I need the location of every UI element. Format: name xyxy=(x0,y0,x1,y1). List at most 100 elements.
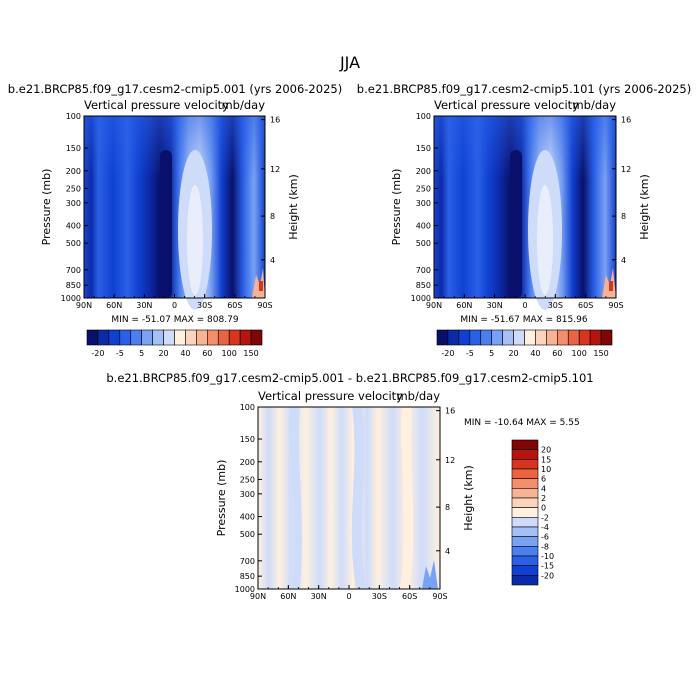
colorbar-box xyxy=(207,329,219,346)
panel-2-y-ticks: 100 150 200 250 300 400 500 700 850 1000 xyxy=(411,112,438,303)
colorbar-box xyxy=(511,565,539,576)
colorbar-box xyxy=(228,329,241,346)
figure-supertitle: JJA xyxy=(339,53,360,72)
colorbar-box xyxy=(511,575,539,586)
colorbar-box xyxy=(511,517,539,528)
colorbar-box xyxy=(163,329,175,346)
colorbar-box xyxy=(239,329,252,346)
y-tick-label: 400 xyxy=(416,222,431,231)
colorbar-label: 150 xyxy=(243,349,258,358)
panel-1-ylabel-right: Height (km) xyxy=(287,174,300,240)
colorbar-label: -8 xyxy=(541,542,549,551)
x-tick-label: 90S xyxy=(257,301,272,310)
panel-2-subtitle-right: mb/day xyxy=(572,98,616,112)
colorbar-box xyxy=(511,488,539,499)
y-tick-label: 250 xyxy=(240,475,255,484)
panel-3-y-ticks: 100 150 200 250 300 400 500 700 850 1000 xyxy=(235,403,262,594)
colorbar-label: 4 xyxy=(541,484,546,493)
panel-2-x-ticks: 90N 60N 30N 0 30S 60S 90S xyxy=(426,294,624,310)
panel-2-field-fade xyxy=(434,116,616,298)
panel-3-x-ticks: 90N 60N 30N 0 30S 60S 90S xyxy=(250,585,448,601)
panel-3-pattern-1 xyxy=(288,407,302,589)
colorbar-box xyxy=(119,329,132,346)
x-tick-label: 90S xyxy=(432,592,447,601)
colorbar-box xyxy=(174,329,186,346)
colorbar-box xyxy=(447,329,460,346)
colorbar-label: -5 xyxy=(116,349,124,358)
panel-2-ylabel-right: Height (km) xyxy=(638,174,651,240)
colorbar-label: 40 xyxy=(180,349,190,358)
panel-3-pattern-3 xyxy=(400,407,414,589)
y-tick-label: 400 xyxy=(240,513,255,522)
y-tick-label: 100 xyxy=(416,112,431,121)
y-tick-label: 400 xyxy=(66,222,81,231)
panel-1-topography-red xyxy=(259,281,263,291)
y-right-tick-label: 4 xyxy=(270,256,275,265)
panel-3-subtitle-right: mb/day xyxy=(396,389,440,403)
y-tick-label: 500 xyxy=(66,239,81,248)
y-tick-label: 700 xyxy=(66,266,81,275)
panel-3-stats: MIN = -10.64 MAX = 5.55 xyxy=(464,418,580,428)
panel-3-title: b.e21.BRCP85.f09_g17.cesm2-cmip5.001 - b… xyxy=(106,371,593,385)
panel-1: b.e21.BRCP85.f09_g17.cesm2-cmip5.001 (yr… xyxy=(8,82,342,358)
colorbar-box xyxy=(511,449,539,460)
x-tick-label: 30S xyxy=(197,301,212,310)
colorbar-label: 10 xyxy=(541,465,551,474)
colorbar-label: 0 xyxy=(541,504,546,513)
y-tick-label: 700 xyxy=(240,557,255,566)
colorbar-box xyxy=(524,329,536,346)
x-tick-label: 90N xyxy=(250,592,266,601)
x-tick-label: 60S xyxy=(402,592,417,601)
colorbar-label: -6 xyxy=(541,533,549,542)
colorbar-label: 60 xyxy=(202,349,212,358)
colorbar-box xyxy=(511,497,539,508)
panel-3-ylabel: Pressure (mb) xyxy=(215,460,228,537)
x-tick-label: 60S xyxy=(578,301,593,310)
x-tick-label: 30N xyxy=(136,301,152,310)
colorbar-label: 20 xyxy=(541,446,551,455)
y-tick-label: 150 xyxy=(66,144,81,153)
x-tick-label: 60S xyxy=(227,301,242,310)
colorbar-box xyxy=(86,329,99,346)
colorbar-box xyxy=(196,329,208,346)
x-tick-label: 30N xyxy=(487,301,503,310)
panel-1-x-ticks: 90N 60N 30N 0 30S 60S 90S xyxy=(76,294,273,310)
colorbar-box xyxy=(567,329,580,346)
y-tick-label: 1000 xyxy=(411,294,431,303)
panel-2-plot-area xyxy=(433,115,617,310)
y-tick-label: 150 xyxy=(240,435,255,444)
colorbar-box xyxy=(152,329,164,346)
y-tick-label: 250 xyxy=(416,184,431,193)
colorbar-box xyxy=(130,329,142,346)
y-right-tick-label: 12 xyxy=(445,456,455,465)
panel-1-itcz-core xyxy=(160,150,172,298)
colorbar-box xyxy=(97,329,110,346)
colorbar-box xyxy=(535,329,547,346)
y-right-tick-label: 16 xyxy=(270,116,280,125)
y-tick-label: 500 xyxy=(416,239,431,248)
panel-2-subtitle-left: Vertical pressure velocity xyxy=(434,98,579,112)
colorbar-box xyxy=(557,329,569,346)
panel-2-subsidence-core xyxy=(537,185,553,295)
x-tick-label: 0 xyxy=(522,301,527,310)
panel-2-colorbar: -20 -5 5 20 40 60 100 150 xyxy=(436,329,613,358)
colorbar-box xyxy=(491,329,503,346)
colorbar-label: 5 xyxy=(139,349,144,358)
y-tick-label: 150 xyxy=(416,144,431,153)
colorbar-label: 20 xyxy=(508,349,518,358)
y-tick-label: 200 xyxy=(66,167,81,176)
colorbar-box xyxy=(511,526,539,537)
colorbar-box xyxy=(511,536,539,547)
y-tick-label: 200 xyxy=(416,167,431,176)
colorbar-label: -4 xyxy=(541,523,549,532)
y-tick-label: 300 xyxy=(240,490,255,499)
colorbar-box xyxy=(546,329,558,346)
panel-2-y-ticks-right: 16 12 8 4 xyxy=(612,116,631,265)
panel-3-field-base xyxy=(258,407,440,589)
y-tick-label: 1000 xyxy=(235,585,255,594)
y-tick-label: 300 xyxy=(66,199,81,208)
panel-1-colorbar: -20 -5 5 20 40 60 100 150 xyxy=(86,329,263,358)
panel-1-subtitle-left: Vertical pressure velocity xyxy=(84,98,229,112)
panel-3-subtitle-left: Vertical pressure velocity xyxy=(258,389,403,403)
